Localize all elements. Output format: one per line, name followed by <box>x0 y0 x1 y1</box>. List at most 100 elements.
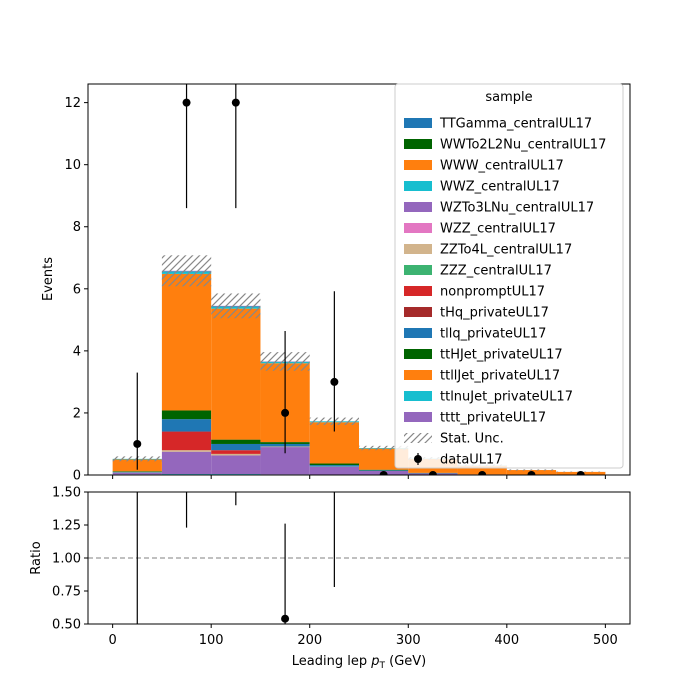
bar-ttllJet_privateUL17-bin-7 <box>457 465 507 475</box>
ratio-y-tick-label-0: 0.50 <box>52 618 81 633</box>
bar-tllq_privateUL17-bin-1 <box>161 419 212 432</box>
x-tick-label-1: 100 <box>199 633 224 648</box>
main-y-ticks: 0 2 4 6 8 10 12 <box>64 96 88 484</box>
legend-box <box>394 83 624 469</box>
bar-ZZTo4L_centralUL17-bin-1 <box>161 450 212 452</box>
bar-WZTo3LNu_centralUL17-bin-2 <box>211 455 261 475</box>
stat-unc-bin-1 <box>161 255 212 287</box>
ratio-y-ticks: 0.50 0.75 1.00 1.25 1.50 <box>52 486 88 633</box>
main-x-ticks <box>112 475 606 479</box>
x-tick-label-4: 400 <box>494 633 519 648</box>
bar-ttllJet_privateUL17-bin-2 <box>211 308 261 440</box>
legend-label-WWW_centralUL17: WWW_centralUL17 <box>440 159 564 174</box>
legend-label-WWZ_centralUL17: WWZ_centralUL17 <box>440 180 560 195</box>
data-point-4 <box>330 377 339 386</box>
legend-data-marker <box>414 455 422 463</box>
main-y-tick-label-3: 6 <box>73 282 81 297</box>
main-y-tick-label-6: 12 <box>64 96 81 111</box>
data-point-8 <box>527 471 536 475</box>
ratio-point-4 <box>330 475 338 483</box>
data-point-2 <box>231 98 240 107</box>
bar-tllq_privateUL17-bin-4 <box>309 465 359 467</box>
legend-swatch-tttt_privateUL17 <box>404 412 432 422</box>
bar-ttHJet_privateUL17-bin-5 <box>359 469 409 471</box>
legend-swatch-TTGamma_centralUL17 <box>404 118 432 128</box>
legend-swatch-WWZ_centralUL17 <box>404 181 432 191</box>
bar-WZTo3LNu_centralUL17-bin-4 <box>309 466 359 475</box>
legend-swatch-ttllJet_privateUL17 <box>404 370 432 380</box>
legend-label-tllq_privateUL17: tllq_privateUL17 <box>440 327 546 342</box>
bar-tllq_privateUL17-bin-0 <box>112 471 162 473</box>
stat-unc-bin-5 <box>359 445 409 451</box>
main-plot-frame <box>87 83 631 476</box>
main-y-tick-label-4: 8 <box>73 220 81 235</box>
bar-ZZTo4L_centralUL17-bin-2 <box>211 453 261 456</box>
data-points <box>133 84 585 475</box>
legend-swatch-ttHJet_privateUL17 <box>404 349 432 359</box>
bar-ttHJet_privateUL17-bin-4 <box>309 463 359 466</box>
bar-WZTo3LNu_centralUL17-bin-1 <box>161 451 212 475</box>
ratio-y-tick-label-2: 1.00 <box>52 552 81 567</box>
data-point-1 <box>182 98 191 107</box>
bar-ttllJet_privateUL17-bin-1 <box>161 273 212 411</box>
main-y-tick-label-2: 4 <box>73 344 81 359</box>
legend-label-tHq_privateUL17: tHq_privateUL17 <box>440 306 549 321</box>
legend-label-nonpromptUL17: nonpromptUL17 <box>440 285 545 300</box>
legend-label-ttlnuJet_privateUL17: ttlnuJet_privateUL17 <box>440 390 573 405</box>
x-tick-label-2: 200 <box>297 633 322 648</box>
x-tick-label-5: 500 <box>593 633 618 648</box>
ratio-point-1 <box>183 475 191 483</box>
legend-swatch-ttlnuJet_privateUL17 <box>404 391 432 401</box>
data-point-3 <box>281 408 290 417</box>
main-y-tick-label-0: 0 <box>73 469 81 484</box>
stat-unc-bin-8 <box>506 469 557 471</box>
bar-ttHJet_privateUL17-bin-0 <box>112 471 162 472</box>
legend-swatch-ZZTo4L_centralUL17 <box>404 244 432 254</box>
legend-swatch-nonpromptUL17 <box>404 286 432 296</box>
legend-label-dataUL17: dataUL17 <box>440 453 503 468</box>
bar-ttHJet_privateUL17-bin-2 <box>211 439 261 444</box>
x-tick-label-0: 0 <box>108 633 116 648</box>
legend-label-TTGamma_centralUL17: TTGamma_centralUL17 <box>439 117 592 132</box>
x-tick-label-3: 300 <box>396 633 421 648</box>
stat-unc-bin-2 <box>211 293 261 319</box>
bar-tllq_privateUL17-bin-5 <box>359 470 409 471</box>
ratio-points <box>136 475 338 624</box>
bar-nonpromptUL17-bin-2 <box>211 450 261 454</box>
main-y-tick-label-1: 2 <box>73 406 81 421</box>
ratio-x-ticks: 0 100 200 300 400 500 <box>108 624 618 648</box>
bar-tllq_privateUL17-bin-2 <box>211 443 261 451</box>
ratio-y-axis-label: Ratio <box>29 541 44 574</box>
bar-ttHJet_privateUL17-bin-1 <box>161 410 212 420</box>
legend-label-Stat. Unc.: Stat. Unc. <box>440 432 504 447</box>
main-y-axis-label: Events <box>41 257 56 301</box>
ratio-y-tick-label-4: 1.50 <box>52 486 81 501</box>
data-point-0 <box>133 439 142 448</box>
legend: sample TTGamma_centralUL17 WWTo2L2Nu_cent… <box>394 83 624 469</box>
ratio-plot-panel: 0.50 0.75 1.00 1.25 1.50 0 100 200 300 400 500 Ra… <box>29 475 631 671</box>
legend-label-WZZ_centralUL17: WZZ_centralUL17 <box>440 222 556 237</box>
legend-swatch-tllq_privateUL17 <box>404 328 432 338</box>
x-axis-label: Leading lep pT (GeV) <box>292 654 426 671</box>
legend-label-ttllJet_privateUL17: ttllJet_privateUL17 <box>440 369 560 384</box>
legend-swatch-WWW_centralUL17 <box>404 160 432 170</box>
legend-swatch-WZZ_centralUL17 <box>404 223 432 233</box>
legend-swatch-WWTo2L2Nu_centralUL17 <box>404 139 432 149</box>
data-point-5 <box>379 471 388 475</box>
data-point-6 <box>428 471 437 475</box>
legend-label-WWTo2L2Nu_centralUL17: WWTo2L2Nu_centralUL17 <box>440 138 606 153</box>
legend-label-WZTo3LNu_centralUL17: WZTo3LNu_centralUL17 <box>440 201 594 216</box>
ratio-point-3 <box>281 614 290 623</box>
legend-label-tttt_privateUL17: tttt_privateUL17 <box>440 411 546 426</box>
ratio-y-tick-label-3: 1.25 <box>52 519 81 534</box>
legend-swatch-stat-unc <box>404 433 432 443</box>
data-point-9 <box>576 471 585 475</box>
data-point-7 <box>478 471 487 475</box>
legend-label-ttHJet_privateUL17: ttHJet_privateUL17 <box>440 348 563 363</box>
bar-nonpromptUL17-bin-1 <box>161 431 212 451</box>
legend-swatch-WZTo3LNu_centralUL17 <box>404 202 432 212</box>
legend-label-ZZZ_centralUL17: ZZZ_centralUL17 <box>440 264 552 279</box>
ratio-y-tick-label-1: 0.75 <box>52 585 81 600</box>
legend-label-ZZTo4L_centralUL17: ZZTo4L_centralUL17 <box>440 243 572 258</box>
